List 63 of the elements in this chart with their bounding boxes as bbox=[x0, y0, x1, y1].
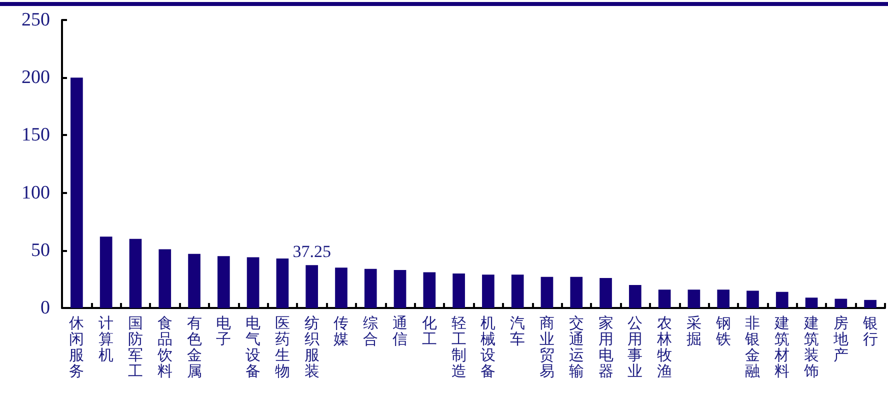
y-tick-label: 50 bbox=[31, 240, 50, 261]
y-tick-label: 150 bbox=[22, 124, 50, 146]
x-tick-label: 交通运输 bbox=[568, 315, 584, 380]
bar bbox=[628, 284, 642, 308]
x-tick-label: 电气设备 bbox=[246, 315, 261, 380]
bar bbox=[129, 238, 142, 308]
x-tick-label: 综合 bbox=[363, 315, 378, 348]
bar bbox=[688, 290, 700, 308]
bar bbox=[217, 256, 230, 308]
bar bbox=[276, 258, 289, 308]
y-tick-label: 100 bbox=[22, 182, 50, 204]
x-tick-label: 医药生物 bbox=[274, 316, 290, 380]
x-tick-label: 机械设备 bbox=[480, 315, 496, 380]
bar bbox=[100, 236, 112, 308]
x-tick-label: 钢铁 bbox=[714, 316, 731, 348]
bar bbox=[540, 276, 554, 308]
bar bbox=[834, 298, 848, 308]
x-tick-label: 建筑材料 bbox=[774, 315, 790, 380]
x-tick-label: 公用事业 bbox=[628, 315, 643, 380]
bar bbox=[306, 265, 318, 308]
y-tick-label: 0 bbox=[40, 298, 50, 318]
x-tick-label: 商业贸易 bbox=[539, 315, 554, 380]
bar bbox=[246, 257, 260, 308]
bar bbox=[394, 270, 406, 308]
x-tick-label: 休闲服务 bbox=[69, 316, 84, 380]
bar bbox=[452, 273, 465, 308]
x-tick-label: 通信 bbox=[392, 315, 408, 348]
x-tick-label: 轻工制造 bbox=[451, 315, 466, 380]
bar bbox=[335, 268, 348, 308]
bar bbox=[188, 254, 200, 308]
bar bbox=[511, 274, 524, 308]
x-tick-label: 国防军工 bbox=[128, 316, 143, 380]
x-tick-label: 银行 bbox=[862, 316, 878, 348]
x-tick-label: 纺织服装 bbox=[304, 315, 320, 380]
bar bbox=[864, 300, 876, 308]
bar bbox=[158, 249, 172, 308]
x-tick-label: 非银金融 bbox=[744, 315, 760, 380]
bar bbox=[746, 290, 759, 308]
bar bbox=[776, 292, 788, 308]
bar bbox=[600, 278, 612, 308]
x-tick-label: 房地产 bbox=[832, 315, 848, 364]
bar bbox=[482, 274, 494, 308]
x-tick-label: 采掘 bbox=[686, 315, 702, 348]
x-tick-label: 传媒 bbox=[334, 316, 349, 348]
y-tick-label: 200 bbox=[22, 67, 50, 88]
x-tick-label: 计算机 bbox=[98, 315, 114, 364]
bar bbox=[364, 268, 377, 308]
bar bbox=[658, 290, 671, 308]
x-tick-label: 建筑装饰 bbox=[803, 315, 820, 380]
x-tick-label: 有色金属 bbox=[186, 315, 202, 380]
x-tick-label: 化工 bbox=[422, 315, 437, 348]
x-tick-label: 家用电器 bbox=[598, 315, 614, 380]
y-tick-label: 250 bbox=[22, 10, 50, 30]
bar bbox=[805, 298, 818, 308]
bar bbox=[717, 290, 730, 308]
x-tick-label: 食品饮料 bbox=[156, 315, 172, 380]
x-tick-label: 电子 bbox=[216, 315, 232, 348]
x-tick-label: 汽车 bbox=[510, 315, 526, 348]
data-label: 37.25 bbox=[292, 242, 331, 262]
bar bbox=[570, 276, 583, 308]
x-tick-label: 农林牧渔 bbox=[656, 316, 672, 380]
bar bbox=[423, 272, 436, 308]
bar bbox=[70, 78, 83, 308]
